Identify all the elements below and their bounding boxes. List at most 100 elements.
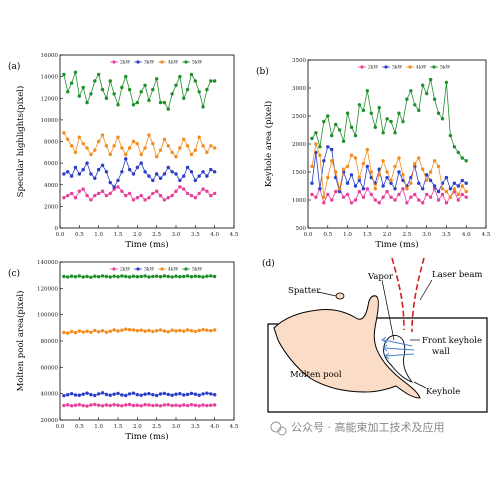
data-point-3kW (104, 392, 109, 397)
data-point-3kW (182, 174, 186, 178)
data-point-5kW (409, 89, 413, 93)
data-point-4kW (112, 328, 116, 332)
y-tick-label: 0 (55, 226, 59, 232)
series-line-2kW (63, 404, 215, 407)
data-point-3kW (116, 391, 120, 396)
data-point-2kW (147, 403, 151, 407)
data-point-3kW (318, 187, 322, 191)
data-point-3kW (212, 170, 217, 174)
data-point-3kW (357, 178, 362, 183)
data-point-4kW (326, 175, 330, 180)
data-point-5kW (147, 98, 151, 103)
data-point-3kW (310, 181, 314, 185)
y-tick-label: 40000 (41, 392, 59, 398)
data-point-4kW (373, 187, 377, 191)
data-point-2kW (322, 201, 326, 205)
leader-lines (317, 279, 433, 389)
data-point-4kW (205, 328, 209, 332)
data-point-4kW (464, 189, 468, 194)
data-point-3kW (131, 172, 136, 176)
data-point-2kW (436, 198, 441, 202)
x-tick-label: 0.0 (56, 424, 65, 430)
data-point-3kW (96, 167, 101, 172)
data-point-3kW (174, 172, 178, 176)
data-point-3kW (212, 393, 217, 397)
series-line-2kW (311, 187, 467, 204)
data-point-2kW (73, 403, 78, 407)
legend-label: 2kW (120, 267, 131, 273)
x-tick-label: 2.0 (133, 232, 142, 238)
data-point-2kW (361, 195, 366, 199)
series-line-5kW (63, 275, 215, 278)
data-point-5kW (185, 274, 190, 278)
data-point-3kW (120, 170, 124, 174)
data-point-3kW (377, 167, 381, 171)
y-tick-label: 140000 (37, 260, 58, 266)
data-point-5kW (424, 91, 429, 96)
data-point-3kW (193, 392, 198, 396)
data-point-4kW (428, 170, 433, 174)
legend-marker (384, 65, 388, 69)
x-tick-label: 0.0 (304, 232, 313, 238)
data-point-5kW (89, 92, 93, 96)
data-point-3kW (89, 172, 93, 176)
data-point-2kW (127, 191, 132, 196)
y-tick-label: 4000 (44, 183, 58, 189)
data-point-3kW (147, 174, 151, 178)
data-point-3kW (330, 147, 334, 152)
data-point-2kW (401, 187, 405, 191)
data-point-2kW (333, 189, 338, 194)
data-point-5kW (85, 100, 89, 105)
data-point-4kW (337, 187, 342, 191)
series-line-4kW (63, 328, 215, 334)
data-point-5kW (357, 103, 362, 107)
data-point-5kW (205, 274, 209, 278)
data-point-3kW (69, 174, 74, 178)
data-point-4kW (432, 159, 437, 163)
data-point-2kW (189, 193, 194, 198)
data-point-5kW (143, 83, 147, 87)
data-point-3kW (100, 163, 105, 167)
series-line-2kW (63, 186, 215, 201)
data-point-2kW (127, 402, 132, 407)
data-point-2kW (174, 403, 178, 407)
label-spatter: Spatter (288, 286, 321, 296)
data-point-4kW (69, 329, 74, 334)
data-point-3kW (108, 180, 112, 185)
data-point-3kW (345, 181, 350, 185)
data-point-5kW (377, 105, 381, 110)
data-point-4kW (333, 170, 338, 174)
x-tick-label: 4.5 (230, 424, 239, 430)
data-point-3kW (166, 165, 170, 170)
data-point-3kW (205, 174, 209, 178)
legend-label: 5kW (440, 65, 451, 71)
data-point-5kW (62, 72, 66, 77)
data-point-3kW (154, 393, 159, 398)
data-point-5kW (174, 274, 178, 278)
data-point-4kW (147, 328, 151, 333)
data-point-2kW (326, 192, 330, 197)
label-vapor: Vapor (367, 272, 394, 282)
data-point-2kW (212, 403, 217, 407)
data-point-2kW (135, 403, 140, 407)
x-tick-label: 2.0 (133, 424, 142, 430)
data-point-5kW (166, 107, 170, 111)
data-point-2kW (116, 403, 120, 407)
data-point-4kW (182, 329, 186, 333)
data-point-4kW (120, 146, 124, 150)
data-point-2kW (162, 403, 167, 407)
data-point-3kW (104, 170, 109, 174)
data-point-5kW (66, 275, 70, 279)
data-point-5kW (178, 74, 182, 79)
data-point-4kW (85, 329, 89, 333)
data-point-4kW (162, 137, 167, 142)
vapor-arrows (381, 336, 415, 360)
data-point-5kW (89, 275, 93, 279)
y-tick-label: 60000 (41, 365, 59, 371)
panel-label: (b) (256, 66, 269, 77)
data-point-3kW (349, 173, 354, 177)
y-tick-label: 1500 (292, 170, 306, 176)
data-point-2kW (353, 198, 358, 202)
data-point-3kW (424, 173, 429, 177)
data-point-5kW (73, 275, 78, 279)
